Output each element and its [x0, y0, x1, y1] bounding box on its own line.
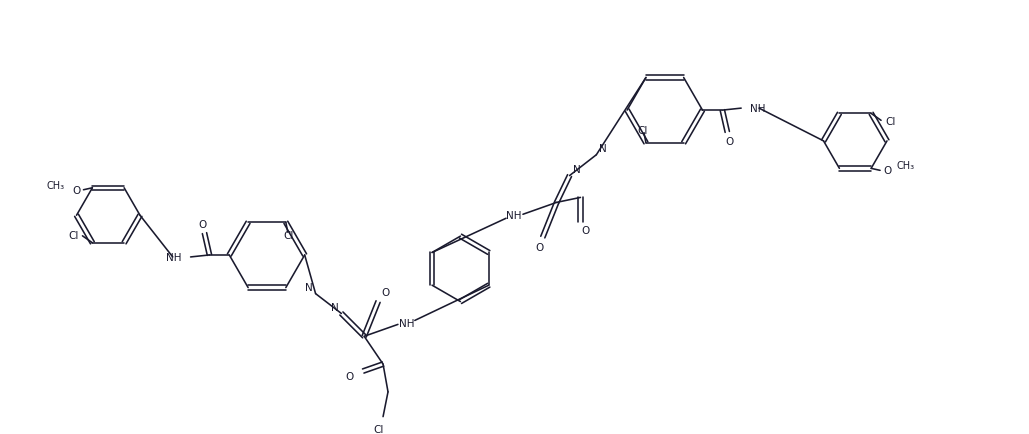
Text: O: O [72, 185, 80, 195]
Text: Cl: Cl [372, 424, 383, 434]
Text: Cl: Cl [638, 125, 648, 135]
Text: O: O [199, 220, 207, 230]
Text: NH: NH [750, 104, 766, 114]
Text: O: O [536, 243, 544, 253]
Text: N: N [330, 302, 339, 312]
Text: NH: NH [399, 319, 415, 329]
Text: N: N [599, 144, 607, 154]
Text: CH₃: CH₃ [46, 181, 65, 191]
Text: O: O [581, 226, 590, 236]
Text: N: N [572, 164, 580, 174]
Text: N: N [305, 282, 313, 292]
Text: O: O [345, 371, 353, 381]
Text: NH: NH [506, 211, 522, 221]
Text: O: O [883, 166, 891, 176]
Text: CH₃: CH₃ [897, 161, 915, 171]
Text: O: O [725, 137, 734, 147]
Text: O: O [381, 287, 389, 297]
Text: Cl: Cl [885, 117, 895, 127]
Text: Cl: Cl [68, 230, 78, 240]
Text: NH: NH [166, 252, 182, 262]
Text: Cl: Cl [284, 230, 294, 240]
